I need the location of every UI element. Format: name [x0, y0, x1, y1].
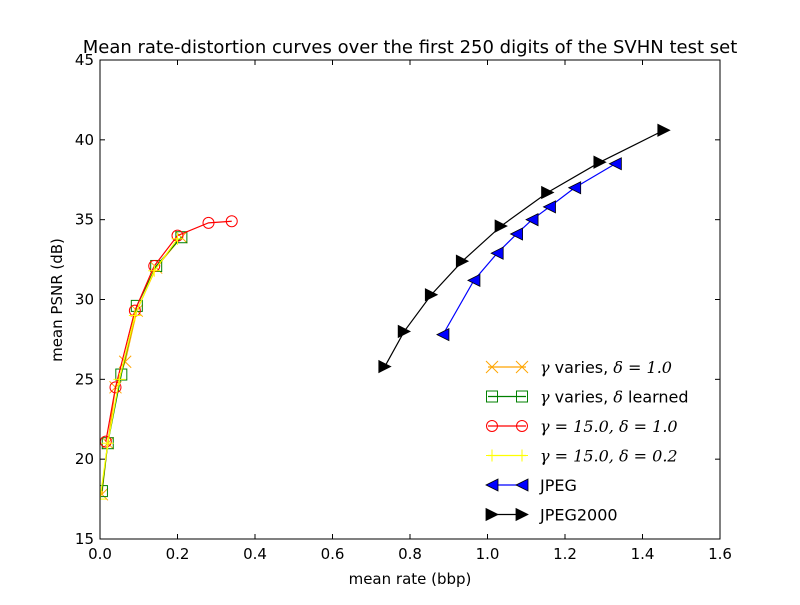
series-4-point-6 — [567, 181, 582, 195]
x-tick-label-0: 0.0 — [88, 545, 112, 563]
legend-marker-end-5 — [515, 507, 529, 522]
y-tick-label-5: 40 — [75, 131, 94, 149]
legend-label-4: JPEG — [539, 476, 577, 495]
x-tick-label-2: 0.4 — [243, 545, 267, 563]
series-5 — [378, 123, 671, 374]
legend-label-2: γ = 15.0, δ = 1.0 — [540, 417, 678, 436]
legend-marker-start-0 — [485, 360, 499, 374]
x-tick-label-1: 0.2 — [166, 545, 190, 563]
series-5-line — [384, 129, 665, 367]
legend-marker-end-0 — [515, 360, 529, 374]
series-5-point-6 — [593, 155, 607, 169]
legend-label-1: γ varies, δ learned — [540, 388, 689, 407]
legend-label-3: γ = 15.0, δ = 0.2 — [540, 447, 678, 466]
series-4-point-1 — [467, 273, 481, 287]
y-tick-label-6: 45 — [75, 51, 94, 69]
series-4-point-3 — [509, 227, 523, 241]
y-axis-label: mean PSNR (dB) — [48, 238, 66, 362]
series-0-point-0 — [100, 487, 109, 501]
legend-marker-end-1 — [516, 390, 528, 403]
legend-entry-1: γ varies, δ learned — [486, 388, 689, 407]
series-3-point-1 — [101, 437, 114, 450]
series-2-point-6 — [225, 215, 238, 228]
series-3-line — [100, 238, 178, 500]
chart-title: Mean rate-distortion curves over the fir… — [83, 37, 738, 58]
series-5-point-4 — [494, 219, 508, 233]
legend-entry-4: JPEG — [485, 476, 577, 495]
series-4-point-4 — [525, 213, 539, 227]
y-tick-label-2: 25 — [75, 370, 94, 388]
legend-marker-end-4 — [515, 478, 529, 492]
series-5-point-3 — [455, 254, 470, 268]
series-5-point-1 — [397, 324, 412, 339]
series-3 — [100, 232, 184, 506]
y-tick-label-1: 20 — [75, 450, 94, 468]
legend-label-5: JPEG2000 — [539, 506, 618, 525]
series-4-point-7 — [608, 157, 622, 171]
x-tick-label-3: 0.6 — [321, 545, 345, 563]
legend-marker-start-3 — [486, 449, 498, 462]
series-2-point-1 — [109, 381, 122, 394]
series-layer — [100, 123, 671, 506]
y-tick-label-0: 15 — [75, 530, 94, 548]
x-tick-label-5: 1.0 — [476, 545, 500, 563]
legend-marker-start-5 — [485, 507, 499, 522]
series-4-point-5 — [542, 200, 556, 214]
legend-label-0: γ varies, δ = 1.0 — [540, 358, 672, 377]
series-3-point-4 — [148, 264, 161, 277]
legend-entry-3: γ = 15.0, δ = 0.2 — [486, 447, 678, 466]
series-3-point-5 — [171, 232, 184, 245]
legend-marker-end-3 — [516, 449, 528, 462]
x-tick-label-6: 1.2 — [553, 545, 577, 563]
legend-marker-end-2 — [516, 420, 528, 432]
x-tick-label-4: 0.8 — [398, 545, 422, 563]
legend-entry-0: γ varies, δ = 1.0 — [485, 358, 672, 377]
series-5-point-2 — [424, 288, 439, 302]
y-tick-label-4: 35 — [75, 211, 94, 229]
legend-marker-start-1 — [486, 390, 498, 403]
series-5-point-0 — [378, 359, 392, 374]
series-4 — [436, 157, 622, 342]
series-3-point-3 — [128, 309, 141, 322]
series-4-point-0 — [436, 327, 450, 342]
legend-marker-start-2 — [486, 420, 498, 432]
x-tick-label-7: 1.4 — [631, 545, 655, 563]
legend: γ varies, δ = 1.0 γ varies, δ learned γ = … — [485, 358, 689, 525]
legend-entry-2: γ = 15.0, δ = 1.0 — [486, 417, 678, 436]
plot-area: 0.0 0.2 0.4 0.6 0.8 1.0 1.2 1.4 1.6 15 20 25 30 35 40 4… — [75, 51, 732, 563]
series-4-point-2 — [490, 246, 504, 260]
x-axis-label: mean rate (bbp) — [349, 570, 472, 588]
y-tick-label-3: 30 — [75, 291, 94, 309]
series-2-point-5 — [202, 216, 215, 229]
series-5-point-7 — [657, 123, 671, 137]
legend-entry-5: JPEG2000 — [485, 506, 618, 525]
legend-marker-start-4 — [485, 478, 499, 492]
x-tick-label-8: 1.6 — [708, 545, 732, 563]
series-3-point-0 — [100, 493, 106, 506]
series-3-point-2 — [113, 373, 126, 386]
series-5-point-5 — [541, 185, 555, 200]
